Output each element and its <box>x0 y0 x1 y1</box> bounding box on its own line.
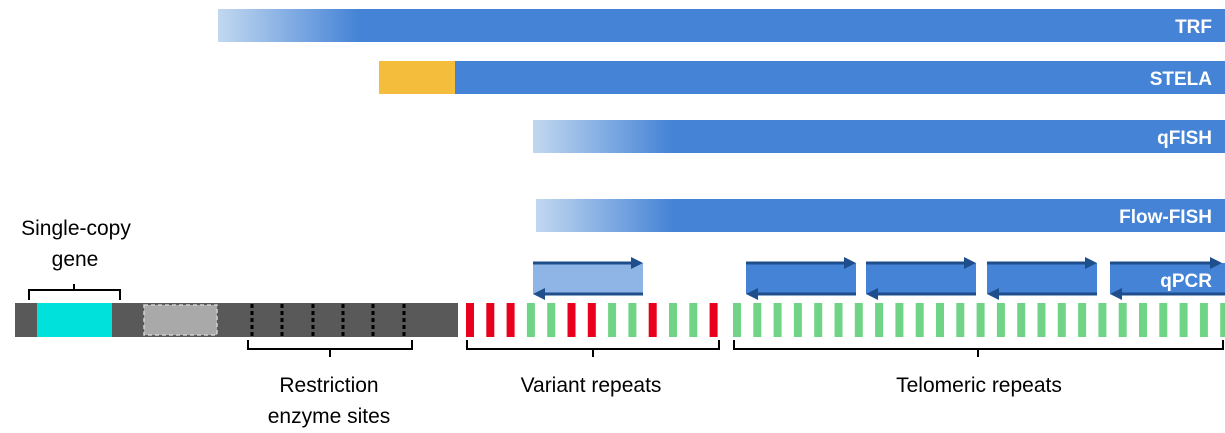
variant-repeat-red <box>567 303 576 337</box>
variant-repeat-green <box>547 303 556 337</box>
single-copy-gene-label-line2: gene <box>52 248 99 271</box>
chromosome <box>15 303 458 337</box>
flowfish-bar: Flow-FISH <box>536 199 1225 232</box>
qpcr-telomere-box <box>1110 263 1225 294</box>
qpcr-amplicons: qPCR <box>533 257 1225 300</box>
restriction-label-line2: enzyme sites <box>268 405 391 428</box>
stela-primer-segment <box>379 61 455 94</box>
telomeric-repeat <box>895 303 904 337</box>
telomeric-repeats <box>733 303 1225 337</box>
telomeric-repeat <box>1098 303 1107 337</box>
gray-dashed-region <box>143 304 218 336</box>
telomeric-repeat <box>915 303 924 337</box>
arrowhead-left-icon <box>866 288 878 300</box>
qfish-bar-fill <box>533 120 1225 153</box>
variant-repeat-red <box>486 303 495 337</box>
qpcr-telomere-box <box>746 263 856 294</box>
single-copy-gene-label-line1: Single-copy <box>21 217 131 240</box>
variant-repeat-green <box>608 303 617 337</box>
telomeric-repeat <box>1159 303 1168 337</box>
variant-repeat-green <box>669 303 677 337</box>
trf-bar-fill <box>218 9 1225 42</box>
telomeric-repeat <box>1118 303 1127 337</box>
arrowhead-left-icon <box>746 288 758 300</box>
telomeric-repeat <box>793 303 802 337</box>
telomeric-repeat <box>773 303 782 337</box>
flowfish-bar-fill <box>536 199 1225 232</box>
telomeric-repeat <box>834 303 843 337</box>
qpcr-reference-amplicon <box>533 257 643 300</box>
telomeric-repeat <box>996 303 1005 337</box>
telomeric-repeat <box>1199 303 1208 337</box>
qpcr-telomere-amplicon <box>866 257 976 300</box>
variant-repeat-green <box>689 303 698 337</box>
variant-repeats-label: Variant repeats <box>521 374 662 397</box>
trf-label: TRF <box>1175 17 1212 38</box>
arrowhead-right-icon <box>1085 257 1097 269</box>
variant-repeat-green <box>628 303 637 337</box>
qpcr-telomere-box <box>866 263 976 294</box>
variant-repeat-red <box>506 303 515 337</box>
telomeric-repeat <box>753 303 762 337</box>
variant-repeats-brace <box>466 340 720 357</box>
flowfish-label: Flow-FISH <box>1119 207 1212 228</box>
variant-repeat-red <box>466 303 474 337</box>
arrowhead-right-icon <box>964 257 976 269</box>
braces <box>28 284 1224 357</box>
qpcr-telomere-amplicon: qPCR <box>1110 257 1225 300</box>
telomeric-repeats-label: Telomeric repeats <box>896 374 1062 397</box>
gene-brace <box>28 284 121 300</box>
arrowhead-left-icon <box>533 288 545 300</box>
qpcr-telomere-box <box>987 263 1097 294</box>
telomeric-repeat <box>1220 303 1225 337</box>
telomeric-repeat <box>1017 303 1026 337</box>
restriction-brace <box>247 340 413 357</box>
arrowhead-left-icon <box>987 288 999 300</box>
variant-repeats <box>466 303 718 337</box>
stela-bar-fill <box>455 61 1225 94</box>
telomeric-repeat <box>936 303 944 337</box>
variant-repeat-red <box>648 303 657 337</box>
telomeric-repeat <box>1139 303 1147 337</box>
telomeric-repeat <box>733 303 741 337</box>
telomeric-repeat <box>1078 303 1087 337</box>
variant-repeat-red <box>709 303 718 337</box>
variant-repeat-red <box>587 303 596 337</box>
qpcr-label: qPCR <box>1160 271 1212 292</box>
telomeric-repeat <box>814 303 823 337</box>
arrowhead-right-icon <box>844 257 856 269</box>
qpcr-reference-box <box>533 263 643 294</box>
telomeric-repeat <box>1057 303 1066 337</box>
telomeric-repeats-brace <box>733 340 1224 357</box>
stela-bar: STELA <box>379 61 1225 94</box>
qfish-bar: qFISH <box>533 120 1225 153</box>
arrowhead-right-icon <box>1210 257 1222 269</box>
qfish-label: qFISH <box>1157 128 1212 149</box>
telomeric-repeat <box>976 303 985 337</box>
qpcr-telomere-amplicon <box>987 257 1097 300</box>
variant-repeat-green <box>526 303 535 337</box>
telomeric-repeat <box>854 303 863 337</box>
restriction-label-line1: Restriction <box>279 374 378 397</box>
telomeric-repeat <box>1179 303 1188 337</box>
arrowhead-left-icon <box>1110 288 1122 300</box>
stela-label: STELA <box>1150 69 1213 90</box>
trf-bar: TRF <box>218 9 1225 42</box>
arrowhead-right-icon <box>631 257 643 269</box>
restriction-sites <box>250 304 406 337</box>
single-copy-gene-region <box>37 303 112 337</box>
qpcr-telomere-amplicon <box>746 257 856 300</box>
telomeric-repeat <box>875 303 884 337</box>
telomeric-repeat <box>956 303 965 337</box>
telomeric-repeat <box>1037 303 1046 337</box>
